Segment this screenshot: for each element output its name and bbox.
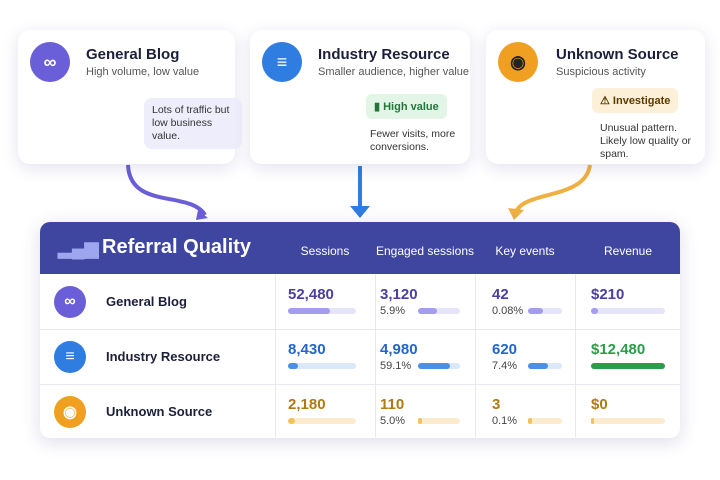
icon: ≡: [262, 42, 302, 82]
cell-value: $12,480: [591, 341, 646, 358]
cell-value: 2,180: [288, 396, 326, 413]
table: Referral Quality ▂▄▆ Sessions Engaged ses…: [40, 222, 680, 438]
cell-value: 42: [492, 286, 509, 303]
cell-value: $210: [591, 286, 625, 303]
row-divider: [40, 384, 680, 385]
col-divider: [275, 384, 276, 438]
cell-rate: 7.4%: [492, 360, 518, 372]
col-divider: [575, 329, 576, 384]
table-title: Referral Quality: [102, 236, 251, 258]
card-subtitle: Smaller audience, higher value: [318, 66, 470, 78]
bar-fill: [288, 363, 299, 369]
card-subtitle: High volume, low value: [86, 66, 200, 78]
row-icon: ◉: [54, 396, 86, 428]
cell-value: 52,480: [288, 286, 334, 303]
cell-value: 8,430: [288, 341, 326, 358]
col-divider: [475, 329, 476, 384]
cell-value: 4,980: [380, 341, 418, 358]
row-name: Unknown Source: [106, 404, 213, 419]
bar-track: [288, 363, 356, 369]
bar-track: [418, 418, 460, 424]
card: ≡ Industry Resource Smaller audience, hi…: [250, 30, 470, 164]
bar-fill: [528, 308, 544, 314]
column-header: Engaged sessions: [375, 244, 475, 258]
bar-fill: [591, 363, 665, 369]
col-divider: [375, 384, 376, 438]
card-note: Lots of traffic but low business value.: [144, 98, 242, 149]
badge-text: High value: [383, 101, 439, 113]
bar-fill: [418, 363, 450, 369]
bar-fill: [288, 418, 295, 424]
card-title: General Blog: [86, 46, 180, 63]
icon: ◉: [498, 42, 538, 82]
row-divider: [40, 329, 680, 330]
table-header: [40, 222, 680, 274]
cell-rate: 59.1%: [380, 360, 412, 372]
card-note: Fewer visits, more conversions.: [370, 128, 456, 153]
col-divider: [475, 274, 476, 329]
card-subtitle: Suspicious activity: [556, 66, 646, 78]
col-divider: [275, 274, 276, 329]
card-title: Unknown Source: [556, 46, 679, 63]
column-header: Key events: [495, 244, 555, 258]
bar-fill: [528, 418, 533, 424]
cell-rate: 5.9%: [380, 305, 406, 317]
bar-fill: [591, 308, 599, 314]
bar-fill: [418, 418, 423, 424]
col-divider: [375, 274, 376, 329]
cell-value: 3: [492, 396, 501, 413]
bar-track: [528, 418, 562, 424]
bar-fill: [288, 308, 331, 314]
icon: ∞: [30, 42, 70, 82]
table-icon: ▂▄▆: [58, 238, 99, 258]
bar-track: [591, 308, 665, 314]
col-divider: [275, 329, 276, 384]
column-header: Sessions: [300, 244, 350, 258]
cell-value: 620: [492, 341, 518, 358]
bar-track: [591, 418, 665, 424]
row-icon: ∞: [54, 286, 86, 318]
col-divider: [575, 274, 576, 329]
row-name: Industry Resource: [106, 349, 221, 364]
cell-value: 110: [380, 396, 405, 413]
col-divider: [475, 384, 476, 438]
card-note: Unusual pattern. Likely low quality or s…: [600, 122, 692, 160]
bar-track: [528, 308, 562, 314]
card: ∞ General Blog High volume, low value Lo…: [18, 30, 242, 164]
bar-fill: [528, 363, 549, 369]
card-badge: ▮ High value: [366, 94, 447, 119]
cell-rate: 5.0%: [380, 415, 406, 427]
cell-rate: 0.08%: [492, 305, 524, 317]
cell-value: 3,120: [380, 286, 418, 303]
bar-fill: [591, 418, 594, 424]
card-badge: ⚠ Investigate: [592, 88, 679, 113]
col-divider: [575, 384, 576, 438]
row-name: General Blog: [106, 294, 187, 309]
cell-value: $0: [591, 396, 608, 413]
bar-fill: [418, 308, 437, 314]
bar-track: [288, 418, 356, 424]
bar-track: [418, 308, 460, 314]
cell-rate: 0.1%: [492, 415, 518, 427]
card: ◉ Unknown Source Suspicious activity ⚠ I…: [486, 30, 705, 164]
col-divider: [375, 329, 376, 384]
column-header: Revenue: [603, 244, 653, 258]
row-icon: ≡: [54, 341, 86, 373]
badge-text: Investigate: [612, 95, 671, 107]
card-title: Industry Resource: [318, 46, 450, 63]
